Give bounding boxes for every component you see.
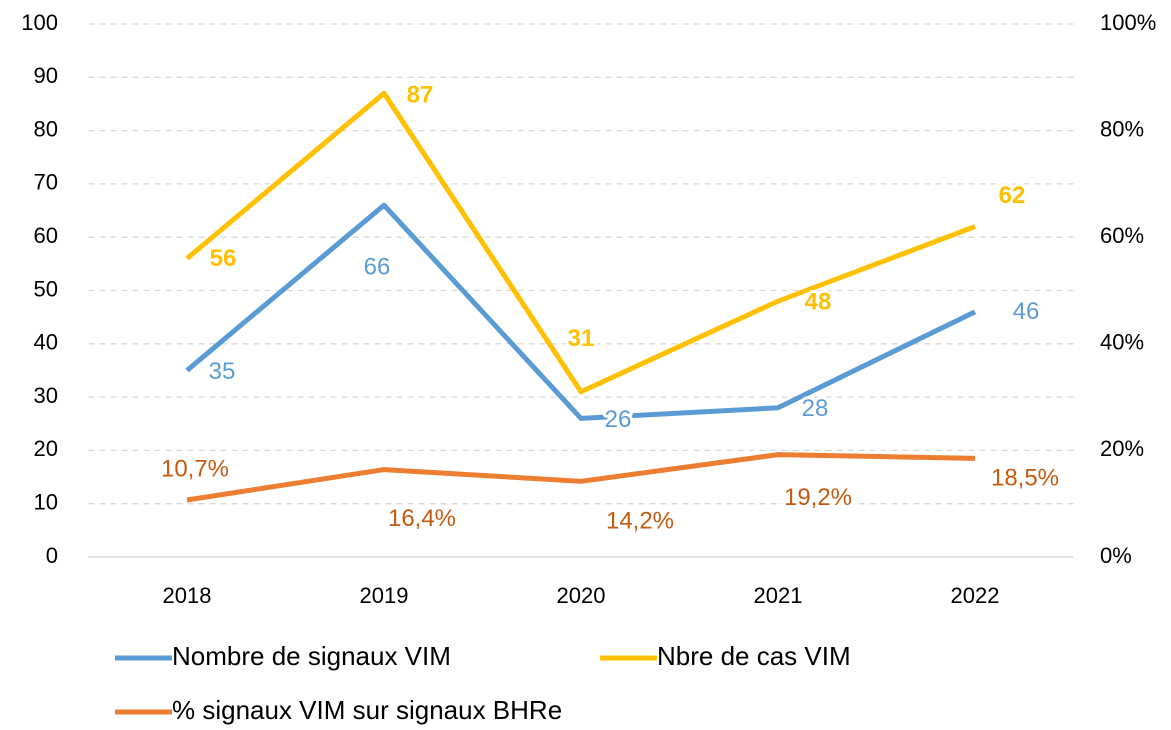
y-tick-label: 0 (46, 543, 58, 568)
y-tick-label: 70 (34, 170, 58, 195)
y-tick-label: 100 (21, 10, 58, 35)
y-tick-label: 90 (34, 63, 58, 88)
data-label: 62 (999, 182, 1026, 209)
x-tick-label: 2020 (557, 583, 606, 608)
data-label: 19,2% (784, 484, 852, 511)
data-label: 46 (1013, 298, 1040, 325)
data-label: 56 (210, 245, 237, 272)
x-tick-label: 2019 (360, 583, 409, 608)
data-label: 66 (364, 254, 391, 281)
data-label: 31 (568, 325, 595, 352)
y-tick-label: 50 (34, 276, 58, 301)
legend-label: % signaux VIM sur signaux BHRe (172, 695, 562, 725)
series-line (185, 202, 977, 421)
y-tick-label: 10 (34, 490, 58, 515)
data-label: 28 (802, 395, 829, 422)
legend-label: Nbre de cas VIM (657, 641, 851, 671)
data-label: 87 (407, 82, 434, 109)
y-tick-label: 20 (34, 436, 58, 461)
x-tick-label: 2018 (163, 583, 212, 608)
data-label: 35 (209, 358, 236, 385)
series-line (185, 90, 976, 395)
y2-tick-label: 20% (1100, 436, 1144, 461)
y2-tick-label: 0% (1100, 543, 1132, 568)
data-label: 18,5% (991, 465, 1059, 492)
y2-tick-label: 60% (1100, 223, 1144, 248)
y2-tick-label: 100% (1100, 10, 1156, 35)
y2-tick-label: 80% (1100, 116, 1144, 141)
legend-label: Nombre de signaux VIM (172, 641, 451, 671)
data-label: 48 (805, 289, 832, 316)
x-tick-label: 2021 (754, 583, 803, 608)
y-tick-label: 80 (34, 116, 58, 141)
data-label: 26 (605, 406, 632, 433)
data-label: 14,2% (606, 508, 674, 535)
y-tick-label: 40 (34, 330, 58, 355)
y2-tick-label: 40% (1100, 330, 1144, 355)
y-tick-label: 60 (34, 223, 58, 248)
x-tick-label: 2022 (951, 583, 1000, 608)
data-label: 10,7% (161, 455, 229, 482)
series-line (186, 452, 976, 503)
data-label: 16,4% (388, 505, 456, 532)
y-tick-label: 30 (34, 383, 58, 408)
